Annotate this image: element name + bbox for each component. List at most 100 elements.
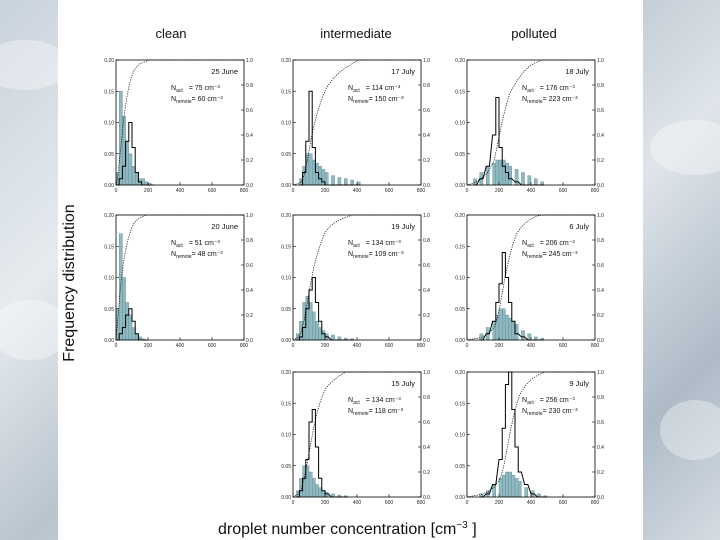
panel-date: 9 July	[569, 379, 589, 388]
y2-tick-label: 0.8	[597, 83, 604, 89]
y-tick-label: 0.10	[281, 433, 291, 439]
x-tick-label: 0	[115, 343, 118, 349]
y2-tick-label: 0.2	[423, 470, 430, 476]
y-tick-label: 0.20	[104, 58, 114, 64]
n-act-label: Nact = 256 cm⁻³	[522, 397, 575, 406]
y2-tick-label: 0.4	[597, 133, 604, 139]
y-tick-label: 0.00	[455, 495, 465, 501]
n-act-label: Nact = 134 cm⁻³	[348, 397, 401, 406]
x-tick-label: 0	[292, 343, 295, 349]
x-axis-title-close: ]	[468, 521, 477, 538]
x-tick-label: 200	[144, 343, 153, 349]
cumulative-curve	[292, 214, 421, 341]
y2-tick-label: 0.8	[597, 395, 604, 401]
y-tick-label: 0.10	[104, 121, 114, 127]
remote-bar	[128, 153, 133, 186]
y2-tick-label: 0.0	[423, 495, 430, 501]
y2-tick-label: 0.2	[597, 470, 604, 476]
remote-bar	[521, 172, 525, 186]
n-act-label: Nact = 114 cm⁻³	[348, 85, 401, 94]
y-tick-label: 0.05	[455, 307, 465, 313]
x-tick-label: 800	[240, 188, 249, 194]
x-tick-label: 400	[353, 500, 362, 506]
remote-bar	[502, 308, 506, 341]
y-tick-label: 0.05	[281, 464, 291, 470]
remote-bar	[331, 175, 335, 186]
y-tick-label: 0.15	[281, 401, 291, 407]
panel-date: 6 July	[569, 222, 589, 231]
y2-tick-label: 1.0	[597, 213, 604, 219]
x-tick-label: 600	[208, 343, 217, 349]
y-tick-label: 0.20	[281, 213, 291, 219]
x-tick-label: 400	[176, 343, 185, 349]
y2-tick-label: 0.8	[423, 395, 430, 401]
cumulative-curve	[115, 214, 244, 341]
n-remote-label: Nremote= 223 cm⁻³	[522, 96, 578, 105]
panel-frame	[466, 371, 596, 498]
x-tick-label: 400	[176, 188, 185, 194]
panel-intermediate-row1: 0 200 400 600 800 0.00 0.05 0.10 0.15 0.20 0.0 0.2 0…	[281, 58, 430, 194]
activated-outline	[479, 371, 547, 498]
x-tick-label: 600	[208, 188, 217, 194]
y-tick-label: 0.15	[455, 244, 465, 250]
panel-date: 19 July	[391, 222, 415, 231]
n-remote-label: Nremote= 109 cm⁻³	[348, 251, 404, 260]
panel-polluted-row3: 0 200 400 600 800 0.00 0.05 0.10 0.15 0.20 0.0 0.2 0…	[455, 370, 604, 506]
panel-polluted-row2: 0 200 400 600 800 0.00 0.05 0.10 0.15 0.20 0.0 0.2 0…	[455, 213, 604, 349]
y-tick-label: 0.05	[104, 152, 114, 158]
x-tick-label: 200	[321, 343, 330, 349]
y2-tick-label: 0.0	[246, 338, 253, 344]
y-tick-label: 0.00	[104, 183, 114, 189]
x-tick-label: 400	[353, 188, 362, 194]
y-tick-label: 0.10	[281, 121, 291, 127]
panel-frame	[466, 214, 596, 341]
x-tick-label: 400	[527, 500, 536, 506]
cumulative-curve	[466, 214, 595, 341]
y2-tick-label: 0.2	[423, 158, 430, 164]
y-tick-label: 0.20	[104, 213, 114, 219]
column-title-clean: clean	[155, 26, 186, 41]
y-tick-label: 0.00	[281, 183, 291, 189]
panel-intermediate-row3: 0 200 400 600 800 0.00 0.05 0.10 0.15 0.20 0.0 0.2 0…	[281, 370, 430, 506]
y-tick-label: 0.10	[281, 276, 291, 282]
x-tick-label: 200	[321, 500, 330, 506]
figure-panel: clean intermediate polluted Frequency di…	[58, 0, 643, 540]
x-axis-title-main: droplet number concentration [cm	[218, 521, 456, 538]
y2-tick-label: 0.0	[423, 183, 430, 189]
y2-tick-label: 1.0	[246, 213, 253, 219]
remote-bar	[505, 471, 509, 498]
y2-tick-label: 0.4	[423, 288, 430, 294]
figure-svg: clean intermediate polluted Frequency di…	[61, 26, 604, 538]
y-tick-label: 0.10	[455, 433, 465, 439]
y-tick-label: 0.10	[104, 276, 114, 282]
cumulative-curve	[466, 371, 595, 498]
remote-bar	[505, 314, 509, 341]
remote-bar	[308, 153, 313, 186]
y2-tick-label: 0.8	[423, 83, 430, 89]
y2-tick-label: 0.6	[597, 420, 604, 426]
y2-tick-label: 0.2	[423, 313, 430, 319]
n-act-label: Nact = 134 cm⁻³	[348, 240, 401, 249]
y-tick-label: 0.20	[455, 58, 465, 64]
panel-date: 20 June	[211, 222, 238, 231]
y2-tick-label: 1.0	[597, 58, 604, 64]
y-axis-title: Frequency distribution	[61, 204, 78, 361]
x-tick-label: 600	[385, 188, 394, 194]
remote-bar	[498, 478, 503, 498]
x-tick-label: 200	[495, 188, 504, 194]
n-remote-label: Nremote= 118 cm⁻³	[348, 408, 404, 417]
n-act-label: Nact = 176 cm⁻³	[522, 85, 575, 94]
y2-tick-label: 0.2	[246, 313, 253, 319]
x-tick-label: 800	[417, 188, 426, 194]
y-tick-label: 0.00	[455, 338, 465, 344]
panel-date: 18 July	[565, 67, 589, 76]
panel-date: 25 June	[211, 67, 238, 76]
panel-clean-row1: 0 200 400 600 800 0.00 0.05 0.10 0.15 0.20 0.0 0.2 0…	[104, 58, 253, 194]
y2-tick-label: 0.8	[246, 83, 253, 89]
x-tick-label: 200	[495, 343, 504, 349]
x-tick-label: 600	[559, 500, 568, 506]
column-title-polluted: polluted	[511, 26, 557, 41]
y2-tick-label: 0.0	[597, 183, 604, 189]
x-tick-label: 800	[591, 343, 600, 349]
x-tick-label: 600	[559, 188, 568, 194]
